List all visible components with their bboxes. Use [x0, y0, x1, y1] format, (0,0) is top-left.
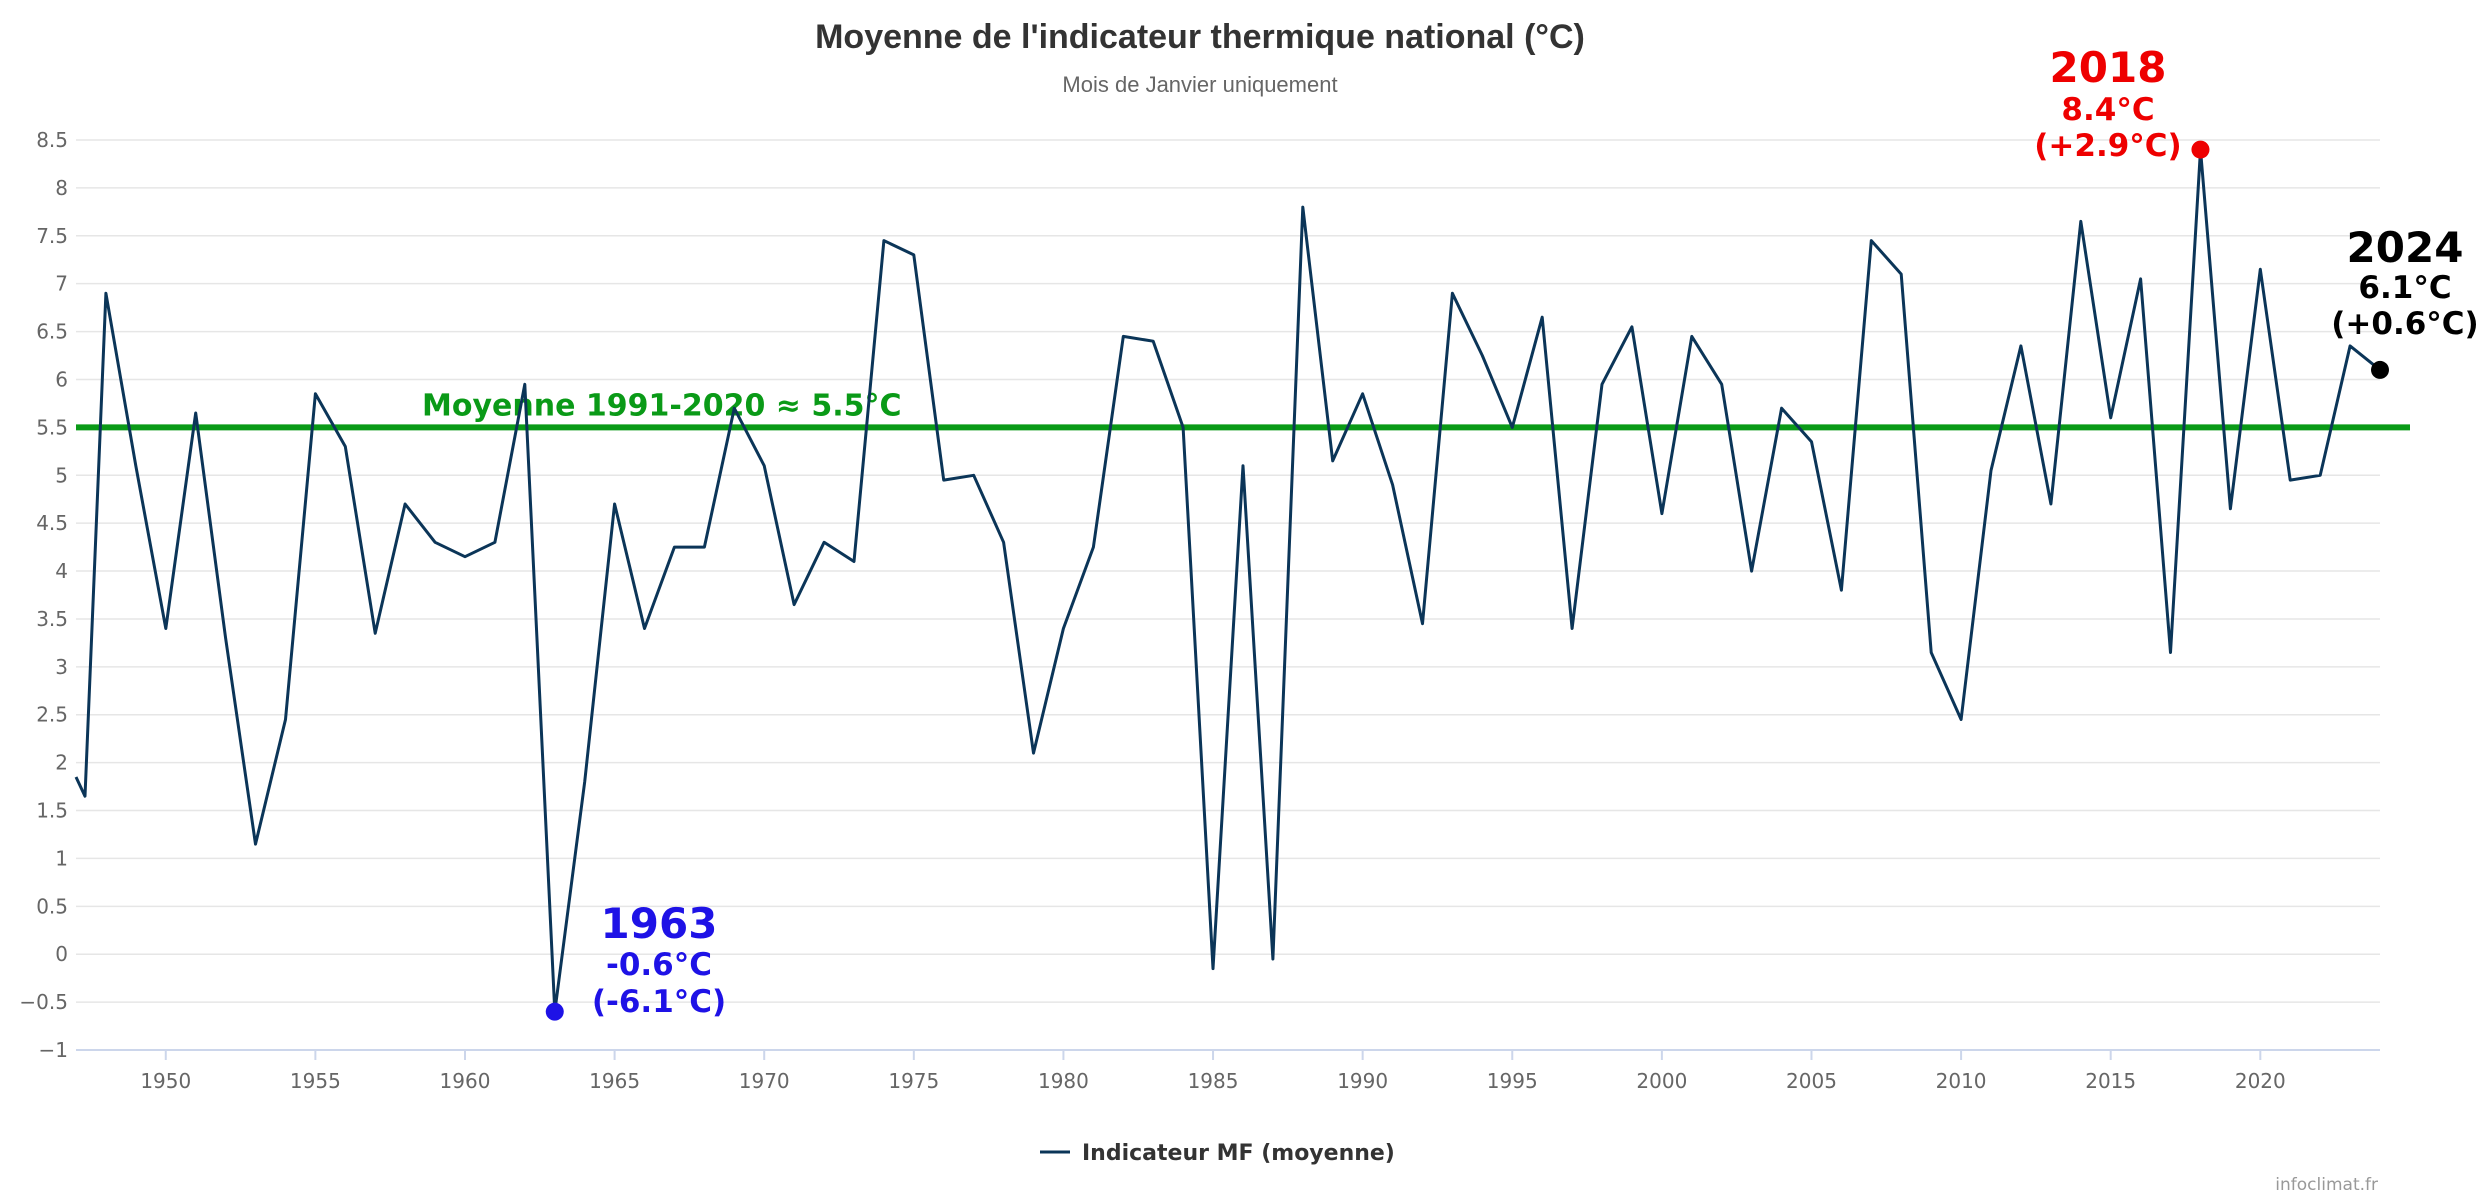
x-tick-label: 1955	[290, 1069, 341, 1093]
chart-title: Moyenne de l'indicateur thermique nation…	[815, 18, 1585, 56]
x-tick-label: 1990	[1337, 1069, 1388, 1093]
legend-label: Indicateur MF (moyenne)	[1082, 1141, 1395, 1166]
x-tick-label: 1950	[140, 1069, 191, 1093]
x-axis-ticks: 1950 1955 1960 1965 1970 1975 1980 1985 1990 1995…	[140, 1050, 2286, 1093]
y-tick-label: 5	[55, 463, 68, 487]
x-tick-label: 2010	[1936, 1069, 1987, 1093]
x-tick-label: 1965	[589, 1069, 640, 1093]
y-tick-label: 8	[55, 176, 68, 200]
marker-2024[interactable]	[2371, 360, 2389, 379]
annotation-1963-value: -0.6°C	[606, 947, 712, 983]
y-tick-label: 1	[55, 846, 68, 870]
annotation-1963-year: 1963	[601, 899, 718, 948]
y-tick-label: 0	[55, 942, 68, 966]
y-tick-label: 7.5	[36, 224, 68, 248]
y-tick-label: −1	[39, 1038, 68, 1062]
annotation-2018: 2018 8.4°C (+2.9°C)	[2034, 43, 2181, 164]
y-tick-label: 8.5	[36, 128, 68, 152]
annotation-1963: 1963 -0.6°C (-6.1°C)	[592, 899, 726, 1020]
y-tick-label: 1.5	[36, 799, 68, 823]
x-tick-label: 1975	[888, 1069, 939, 1093]
legend[interactable]: Indicateur MF (moyenne)	[1040, 1141, 1395, 1166]
annotation-2024-year: 2024	[2347, 223, 2464, 272]
y-tick-label: −0.5	[19, 990, 68, 1014]
y-tick-label: 6.5	[36, 320, 68, 344]
y-tick-label: 7	[55, 272, 68, 296]
reference-average-label: Moyenne 1991-2020 ≈ 5.5°C	[422, 388, 902, 423]
annotation-2024-value: 6.1°C	[2358, 270, 2451, 306]
annotation-1963-anomaly: (-6.1°C)	[592, 984, 726, 1020]
annotation-2018-value: 8.4°C	[2061, 92, 2154, 128]
annotation-2018-year: 2018	[2050, 43, 2167, 92]
y-axis-tick-labels: −1 −0.5 0 0.5 1 1.5 2 2.5 3 3.5 4 4.5 5 5.5 6 6.5 7 7.5 8 8…	[19, 128, 68, 1062]
y-tick-label: 0.5	[36, 894, 68, 918]
credits-link[interactable]: infoclimat.fr	[2275, 1175, 2378, 1195]
y-tick-label: 2	[55, 751, 68, 775]
marker-1963[interactable]	[545, 1002, 564, 1021]
annotation-2024-anomaly: (+0.6°C)	[2331, 306, 2478, 342]
marker-2018[interactable]	[2191, 140, 2210, 159]
x-tick-label: 1970	[739, 1069, 790, 1093]
series-line-indicateur-mf[interactable]	[74, 148, 2381, 1014]
y-tick-label: 3	[55, 655, 68, 679]
x-tick-label: 2020	[2235, 1069, 2286, 1093]
y-tick-label: 3.5	[36, 607, 68, 631]
chart-subtitle: Mois de Janvier uniquement	[1062, 72, 1337, 97]
annotation-2024: 2024 6.1°C (+0.6°C)	[2331, 223, 2478, 342]
x-tick-label: 1960	[440, 1069, 491, 1093]
y-tick-label: 4	[55, 559, 68, 583]
grid-lines	[76, 139, 2380, 1003]
x-tick-label: 2005	[1786, 1069, 1837, 1093]
y-tick-label: 5.5	[36, 415, 68, 439]
y-tick-label: 4.5	[36, 511, 68, 535]
x-tick-label: 1995	[1487, 1069, 1538, 1093]
y-tick-label: 6	[55, 367, 68, 391]
x-tick-label: 1980	[1038, 1069, 1089, 1093]
y-tick-label: 2.5	[36, 703, 68, 727]
x-tick-label: 2000	[1636, 1069, 1687, 1093]
x-tick-label: 2015	[2085, 1069, 2136, 1093]
annotation-2018-anomaly: (+2.9°C)	[2034, 128, 2181, 164]
x-tick-label: 1985	[1188, 1069, 1239, 1093]
